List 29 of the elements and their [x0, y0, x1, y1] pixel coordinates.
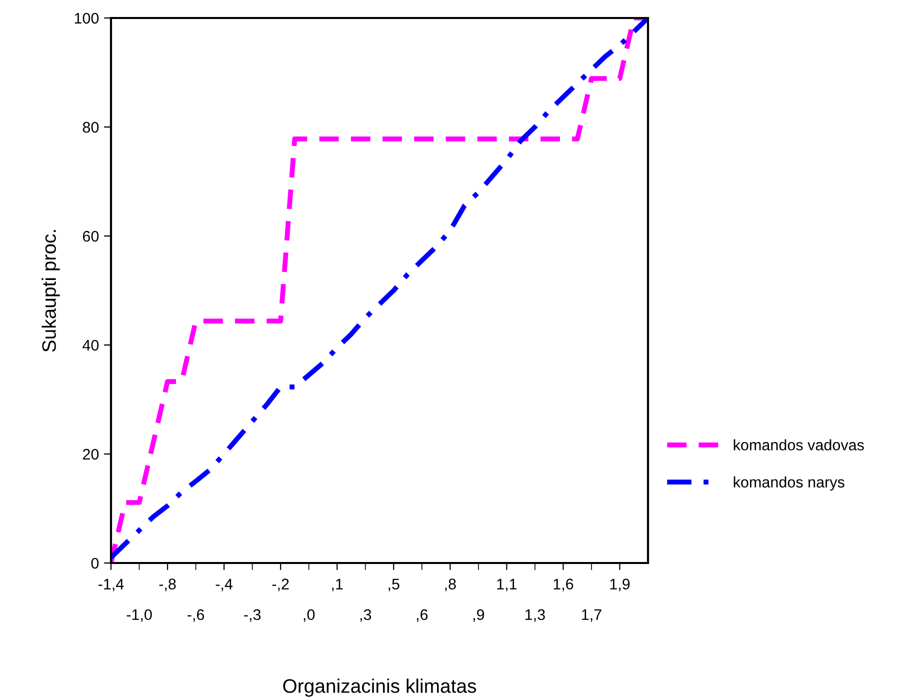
y-axis-title: Sukaupti proc. [42, 230, 60, 352]
x-tick-label: ,8 [445, 578, 456, 592]
x-tick-label: 1,3 [525, 609, 545, 622]
x-tick-label: 1,9 [610, 578, 630, 592]
x-tick-label: 1,1 [497, 578, 517, 592]
x-tick-label: -,2 [272, 578, 289, 592]
x-tick-label: -,6 [188, 609, 204, 622]
x-tick-label: 1,7 [582, 609, 602, 622]
legend-label: komandos vadovas [734, 439, 864, 450]
x-tick-label: -,8 [159, 578, 176, 592]
x-tick-label: ,5 [388, 578, 400, 592]
x-tick-label: -,3 [244, 609, 261, 622]
x-tick-label: 1,6 [554, 578, 574, 592]
x-axis-title: Organizacinis klimatas [283, 678, 476, 697]
x-tick-label: ,0 [304, 609, 315, 622]
x-tick-label: ,1 [332, 578, 343, 592]
x-tick-label: -1,0 [126, 609, 152, 622]
y-tick-label: 40 [82, 340, 99, 351]
legend-label: komandos narys [734, 476, 844, 491]
y-tick-label: 100 [74, 12, 99, 24]
y-tick-label: 60 [82, 230, 99, 242]
x-tick-label: ,6 [416, 609, 428, 622]
x-tick-label: ,3 [360, 609, 372, 622]
y-tick-label: 80 [82, 122, 99, 133]
x-tick-label: -1,4 [98, 578, 124, 592]
x-tick-label: -,4 [216, 578, 233, 592]
y-tick-label: 0 [91, 558, 99, 569]
y-tick-label: 20 [82, 448, 99, 460]
x-tick-label: ,9 [473, 609, 484, 622]
